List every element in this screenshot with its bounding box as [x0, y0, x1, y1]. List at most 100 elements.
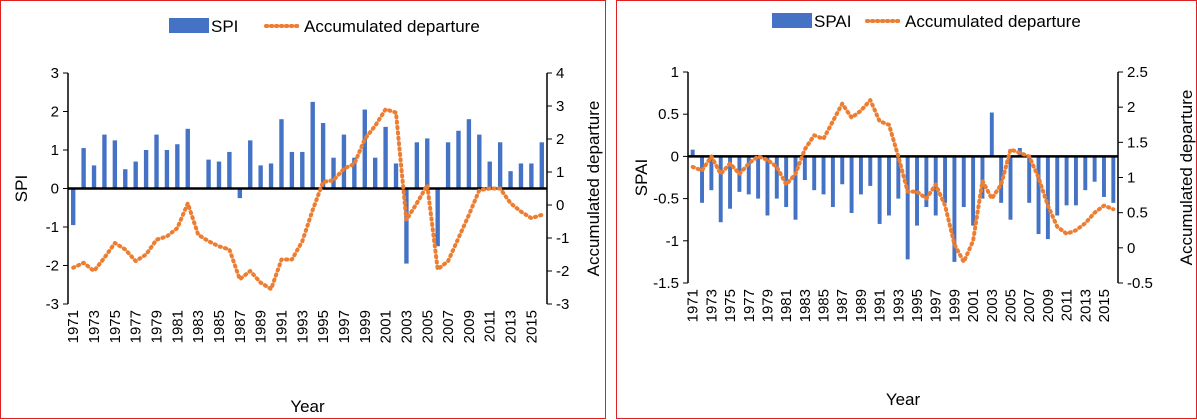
x-tick-label: 1987	[232, 310, 249, 343]
right-y-tick-label: 1.5	[1127, 134, 1148, 151]
bar-spi-2008	[456, 130, 461, 189]
legend-label-spai: SPAI	[814, 12, 851, 31]
right-y-tick-label: 1	[556, 164, 564, 181]
x-tick-label: 1979	[149, 310, 166, 343]
x-tick-label: 1999	[946, 289, 963, 322]
bar-spai-1984	[812, 156, 817, 191]
right-y-tick-label: 0.5	[1127, 205, 1148, 222]
right-y-tick-label: -0.5	[1127, 275, 1153, 292]
spi-chart: SPI Accumulated departure -3 -2 -1 0 1 2 3 -3 -2 -1…	[12, 17, 603, 416]
x-tick-label: 1985	[211, 310, 228, 343]
x-tick-label: 1993	[890, 289, 907, 322]
x-tick-label: 1983	[190, 310, 207, 343]
left-y-tick-label: 2	[51, 104, 59, 121]
bar-spi-1998	[352, 157, 357, 189]
x-tick-label: 1981	[169, 310, 186, 343]
left-y-tick-label: -1.5	[653, 275, 679, 292]
left-y-tick-label: 0	[671, 148, 679, 165]
right-y-tick-label: -1	[556, 230, 569, 247]
bar-spi-1979	[154, 134, 159, 189]
left-y-tick-label: 1	[51, 142, 59, 159]
x-tick-label: 2005	[419, 310, 436, 343]
bar-spi-1973	[91, 165, 97, 189]
bar-spi-2010	[477, 134, 482, 189]
bar-spi-1986	[227, 151, 232, 189]
bar-spai-1991	[877, 156, 882, 224]
bar-spai-1998	[943, 156, 948, 203]
bar-spai-1994	[905, 156, 910, 260]
bar-spai-2013	[1083, 156, 1088, 191]
bar-spi-1985	[216, 161, 222, 189]
bar-spi-1994	[310, 101, 315, 189]
bar-spi-2009	[466, 119, 472, 189]
left-y-tick-label: -1	[46, 219, 59, 236]
right-y-tick-label: 0	[556, 197, 564, 214]
right-y-tick-label: -2	[556, 263, 569, 280]
bar-spai-1972	[700, 156, 704, 203]
x-tick-label: 2009	[461, 310, 478, 343]
bar-spi-2013	[508, 171, 513, 189]
left-y-axis-title: SPI	[12, 175, 31, 202]
x-tick-label: 1991	[872, 289, 889, 322]
bar-spi-1993	[300, 151, 305, 189]
bar-spi-1992	[289, 151, 295, 189]
x-tick-label: 1975	[722, 289, 739, 322]
x-tick-label: 1995	[315, 310, 332, 343]
x-tick-label: 1971	[685, 289, 702, 322]
bar-spi-2012	[497, 142, 503, 189]
legend-label-accumulated-departure: Accumulated departure	[905, 12, 1081, 31]
bar-spai-2009	[1045, 156, 1050, 240]
legend-swatch-spi	[169, 18, 209, 33]
left-y-tick-label: 0	[51, 181, 59, 198]
left-y-tick-label: -3	[46, 296, 59, 313]
bar-spi-1976	[123, 169, 128, 189]
bar-spai-1988	[849, 156, 854, 213]
x-tick-label: 1997	[928, 289, 945, 322]
bar-spai-1999	[952, 156, 957, 262]
panel-spai-chart: SPAI Accumulated departure -1.5 -1 -0.5 0 0.5 1…	[616, 0, 1197, 419]
x-tick-label: 1997	[336, 310, 353, 343]
x-tick-label: 2011	[482, 310, 499, 342]
bar-spi-1997	[341, 134, 347, 189]
bar-spi-1995	[320, 123, 326, 189]
bar-spai-2002	[980, 156, 985, 199]
bar-spi-1977	[133, 161, 138, 189]
bar-spi-1999	[362, 109, 367, 189]
x-axis-title: Year	[290, 397, 325, 416]
x-tick-label: 1999	[357, 310, 374, 343]
bar-spi-2001	[383, 126, 388, 189]
bar-spai-1992	[887, 156, 891, 216]
x-tick-label: 1973	[703, 289, 720, 322]
left-y-tick-label: -0.5	[653, 191, 679, 208]
bar-spai-1973	[709, 156, 714, 191]
bar-spi-2006	[435, 188, 440, 247]
x-tick-label: 1993	[294, 310, 311, 343]
legend-swatch-spai	[772, 13, 812, 28]
x-tick-label: 1971	[65, 310, 82, 343]
right-y-tick-label: -3	[556, 296, 569, 313]
right-y-tick-label: 2.5	[1127, 64, 1148, 81]
bar-spai-2010	[1055, 156, 1060, 216]
bar-spai-2014	[1092, 156, 1097, 182]
right-y-tick-label: 2	[1127, 99, 1135, 116]
x-tick-label: 2003	[984, 289, 1001, 322]
bar-spi-1974	[102, 134, 107, 189]
bar-spai-1978	[756, 156, 761, 199]
left-y-tick-label: 1	[671, 64, 679, 81]
bar-spai-1982	[793, 156, 798, 220]
bar-spi-1978	[143, 150, 149, 189]
right-y-tick-label: 1	[1127, 170, 1135, 187]
x-tick-label: 2013	[503, 310, 520, 343]
bar-spai-2007	[1027, 156, 1032, 203]
x-tick-label: 2001	[378, 310, 395, 343]
bar-spi-2005	[425, 138, 430, 189]
legend-label-accumulated-departure: Accumulated departure	[304, 17, 480, 36]
right-y-tick-label: 4	[556, 65, 564, 82]
x-tick-label: 1973	[86, 310, 103, 343]
left-y-tick-label: -2	[46, 258, 59, 275]
bar-spi-1972	[81, 148, 86, 189]
x-tick-label: 2007	[1021, 289, 1038, 322]
bar-spi-1981	[175, 144, 180, 189]
bar-spi-1975	[112, 140, 118, 189]
right-y-tick-label: 3	[556, 98, 564, 115]
